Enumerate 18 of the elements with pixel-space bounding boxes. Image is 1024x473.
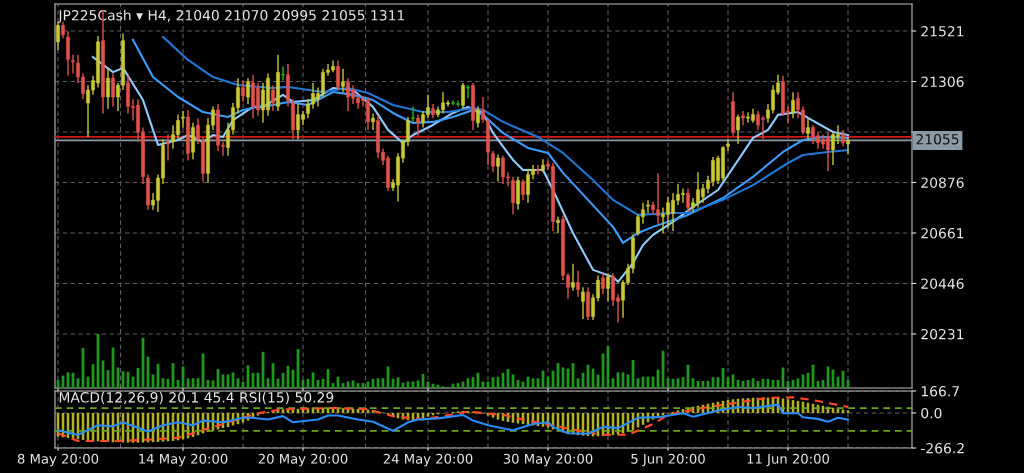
x-tick-label: 24 May 20:00	[383, 453, 473, 467]
chart-title: MACD(12,26,9) 20.1 45.4 RSI(15) 50.29	[59, 391, 334, 405]
y-tick-label: -266.2	[921, 442, 964, 454]
y-tick-label: 20876	[921, 177, 964, 188]
y-tick-label: 21306	[921, 76, 964, 87]
x-tick-label: 8 May 20:00	[17, 453, 99, 467]
x-tick-label: 14 May 20:00	[139, 453, 228, 467]
y-tick-label: 20231	[921, 328, 964, 340]
y-tick-label: 20446	[921, 278, 964, 289]
y-tick-label: 0.0	[921, 407, 942, 419]
y-tick-label: 166.7	[921, 385, 959, 397]
x-tick-label: 5 Jun 20:00	[631, 453, 705, 467]
ref-line-label: 21055	[916, 133, 959, 145]
x-tick-label: 11 Jun 20:00	[747, 453, 830, 467]
x-tick-label: 30 May 20:00	[503, 453, 593, 467]
y-tick-label: 21521	[921, 25, 964, 37]
x-tick-label: 20 May 20:00	[258, 453, 348, 467]
y-tick-label: 20661	[921, 227, 964, 239]
